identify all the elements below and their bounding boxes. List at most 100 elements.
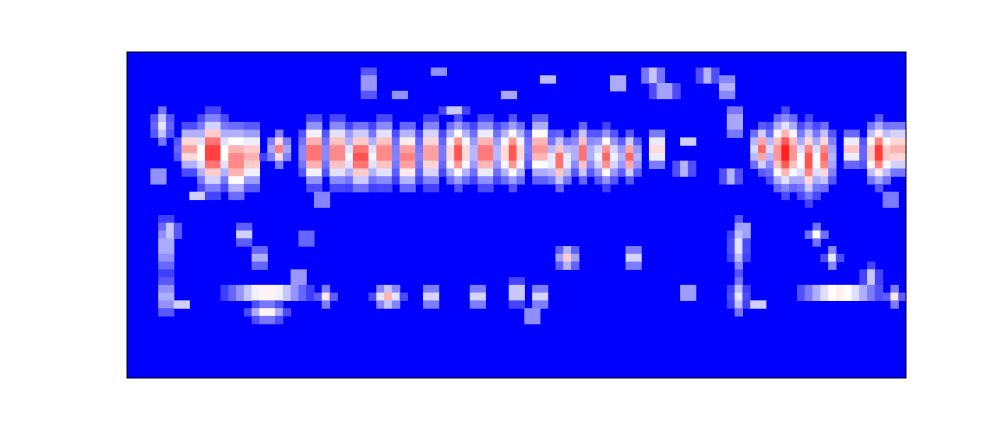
heatmap-cell (306, 230, 315, 239)
heatmap-cell (469, 292, 479, 301)
heatmap-cell (781, 160, 790, 170)
heatmap-cell (306, 152, 315, 162)
heatmap-cell (796, 137, 806, 146)
heatmap-cell (236, 238, 245, 247)
heatmap-cell (812, 292, 821, 301)
heatmap-cell (313, 176, 323, 185)
heatmap-cell (352, 129, 362, 138)
heatmap-cell (594, 176, 603, 185)
heatmap-cell (765, 168, 775, 177)
heatmap-cell (236, 191, 245, 201)
heatmap-cell (384, 300, 393, 309)
heatmap-cell (298, 238, 307, 247)
heatmap-cell (345, 152, 354, 162)
heatmap-cell (804, 137, 814, 146)
heatmap-cell (236, 121, 245, 131)
heatmap-cell (181, 121, 190, 131)
heatmap-cell (189, 121, 198, 131)
heatmap-cell (828, 253, 837, 263)
heatmap-cell (781, 137, 790, 146)
heatmap-cell (602, 129, 611, 138)
heatmap-cell (446, 121, 455, 131)
heatmap-cell (804, 230, 814, 239)
heatmap-cell (563, 176, 572, 185)
heatmap-cell (197, 176, 206, 185)
heatmap-cell (243, 230, 253, 239)
heatmap-cell (399, 137, 409, 146)
heatmap-cell (719, 90, 728, 100)
heatmap-cell (493, 129, 502, 138)
heatmap-cell (461, 129, 471, 138)
heatmap-cell (399, 168, 409, 177)
heatmap-cell (158, 176, 167, 185)
heatmap-cell (828, 261, 837, 270)
heatmap-cell (461, 160, 471, 170)
heatmap-cell (251, 137, 261, 146)
heatmap-cell (571, 129, 580, 138)
heatmap-cell (236, 160, 245, 170)
heatmap-cell (368, 83, 377, 92)
heatmap-cell (874, 152, 884, 162)
heatmap-cell (454, 152, 463, 162)
heatmap-cell (423, 145, 432, 154)
heatmap-cell (306, 121, 315, 131)
heatmap-cell (555, 168, 564, 177)
heatmap-cell (820, 253, 829, 263)
heatmap-cell (804, 152, 814, 162)
heatmap-cell (602, 183, 611, 193)
heatmap-cell (874, 168, 884, 177)
heatmap-cell (532, 121, 541, 131)
heatmap-cell (306, 176, 315, 185)
heatmap-cell (251, 315, 261, 325)
heatmap-cell (454, 176, 463, 185)
heatmap-cell (773, 160, 782, 170)
heatmap-cell (804, 183, 814, 193)
heatmap-cell (516, 137, 525, 146)
heatmap-cell (321, 284, 331, 294)
heatmap-cell (298, 168, 307, 177)
heatmap-cell (874, 284, 884, 294)
heatmap-cell (882, 145, 892, 154)
heatmap-cell (734, 168, 744, 177)
heatmap-cell (789, 183, 798, 193)
heatmap-cell (508, 114, 518, 123)
heatmap-cell (820, 230, 829, 239)
heatmap-cell (165, 284, 175, 294)
heatmap-cell (882, 199, 892, 208)
heatmap-cell (430, 152, 440, 162)
heatmap-cell (586, 160, 595, 170)
heatmap-cell (609, 137, 619, 146)
heatmap-cell (625, 129, 634, 138)
heatmap-cell (571, 160, 580, 170)
heatmap-cell (158, 284, 167, 294)
heatmap-cell (212, 114, 222, 123)
heatmap-cell (796, 129, 806, 138)
heatmap-cell (165, 129, 175, 138)
heatmap-cell (547, 145, 557, 154)
heatmap-cell (220, 284, 229, 294)
heatmap-cell (563, 160, 572, 170)
heatmap-cell (625, 145, 634, 154)
heatmap-cell (228, 191, 237, 201)
heatmap-cell (469, 152, 479, 162)
heatmap-cell (477, 292, 486, 301)
heatmap-cell (469, 300, 479, 309)
heatmap-cell (275, 308, 284, 317)
heatmap-cell (890, 137, 899, 146)
heatmap-cell (290, 284, 299, 294)
heatmap-cell (859, 269, 868, 278)
heatmap-cell (539, 168, 549, 177)
heatmap-cell (625, 168, 634, 177)
heatmap-cell (500, 168, 510, 177)
heatmap-cell (765, 160, 775, 170)
heatmap-cell (220, 183, 229, 193)
heatmap-cell (648, 90, 658, 100)
heatmap-cell (228, 152, 237, 162)
heatmap-cell (430, 121, 440, 131)
heatmap-cell (430, 145, 440, 154)
heatmap-cell (399, 292, 409, 301)
heatmap-cell (243, 152, 253, 162)
heatmap-cell (485, 137, 494, 146)
heatmap-cell (812, 222, 821, 232)
heatmap-cell (781, 121, 790, 131)
